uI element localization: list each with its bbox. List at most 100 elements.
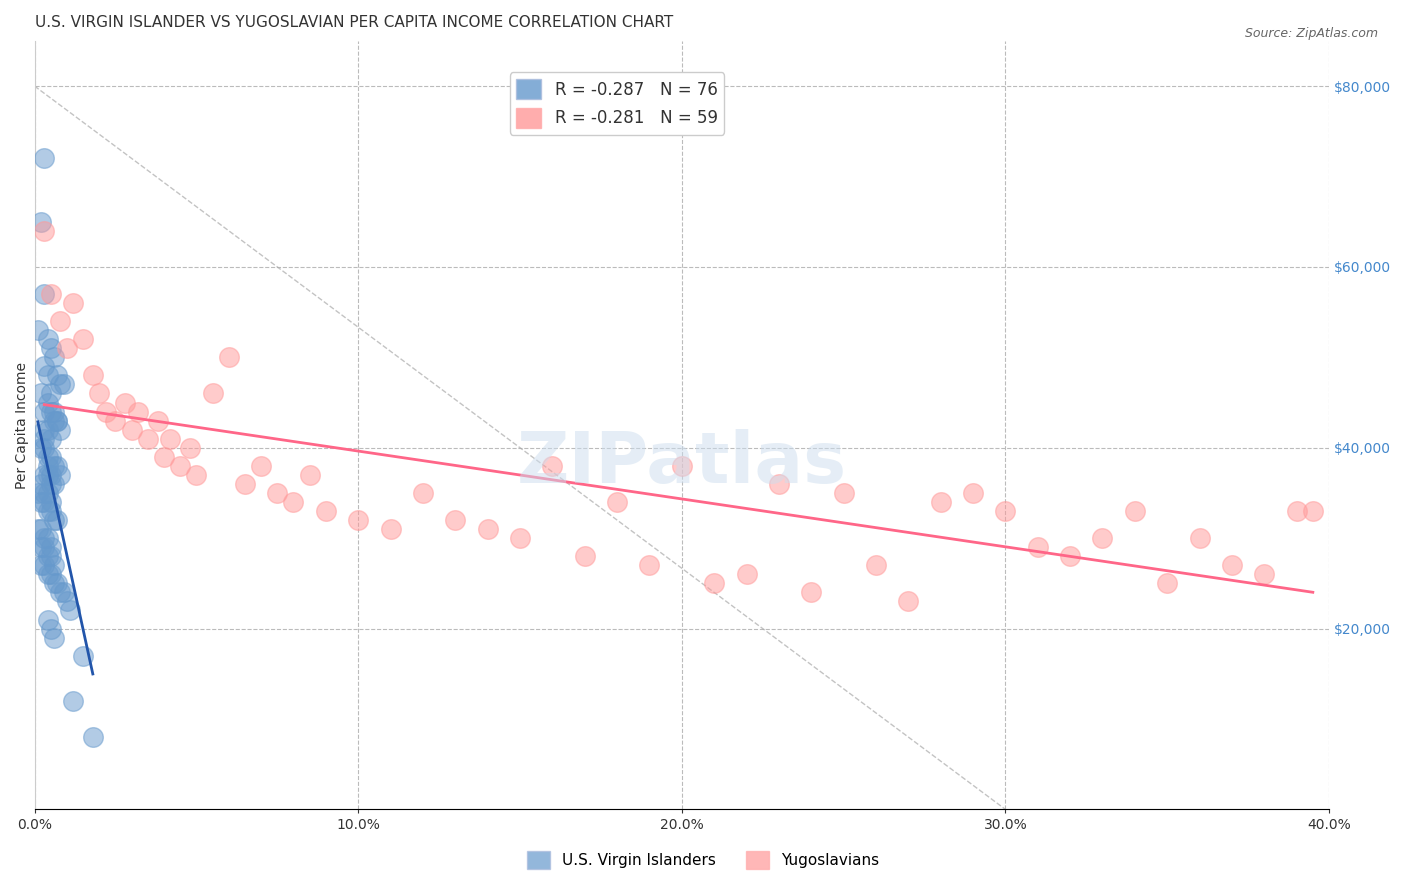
Point bbox=[42, 558, 65, 573]
Point bbox=[477, 522, 499, 536]
Point bbox=[27, 486, 49, 500]
Point bbox=[62, 694, 84, 708]
Y-axis label: Per Capita Income: Per Capita Income bbox=[15, 361, 30, 489]
Point bbox=[46, 458, 69, 473]
Point bbox=[49, 423, 72, 437]
Point bbox=[30, 495, 52, 509]
Point bbox=[27, 323, 49, 337]
Point bbox=[1188, 531, 1211, 545]
Point bbox=[49, 314, 72, 328]
Point bbox=[136, 432, 159, 446]
Point bbox=[39, 386, 62, 401]
Point bbox=[37, 567, 59, 582]
Point bbox=[703, 576, 725, 591]
Point bbox=[39, 622, 62, 636]
Point bbox=[37, 450, 59, 464]
Point bbox=[104, 414, 127, 428]
Point bbox=[52, 377, 75, 392]
Point bbox=[32, 540, 55, 554]
Point bbox=[56, 341, 79, 355]
Point bbox=[49, 467, 72, 482]
Point bbox=[266, 486, 288, 500]
Point bbox=[32, 531, 55, 545]
Point bbox=[37, 395, 59, 409]
Point bbox=[37, 332, 59, 346]
Point bbox=[832, 486, 855, 500]
Point bbox=[37, 458, 59, 473]
Point bbox=[32, 152, 55, 166]
Point bbox=[52, 585, 75, 599]
Point bbox=[37, 549, 59, 564]
Point bbox=[42, 458, 65, 473]
Point bbox=[315, 504, 337, 518]
Point bbox=[897, 594, 920, 608]
Point bbox=[30, 215, 52, 229]
Point bbox=[39, 341, 62, 355]
Point bbox=[298, 467, 321, 482]
Point bbox=[72, 332, 94, 346]
Point bbox=[39, 476, 62, 491]
Point bbox=[1059, 549, 1081, 564]
Point bbox=[32, 467, 55, 482]
Text: ZIPatlas: ZIPatlas bbox=[517, 429, 846, 498]
Point bbox=[46, 513, 69, 527]
Point bbox=[1302, 504, 1324, 518]
Point bbox=[994, 504, 1017, 518]
Point bbox=[37, 368, 59, 383]
Point bbox=[42, 631, 65, 645]
Point bbox=[929, 495, 952, 509]
Point bbox=[153, 450, 176, 464]
Point bbox=[233, 476, 256, 491]
Point bbox=[37, 613, 59, 627]
Point bbox=[39, 404, 62, 418]
Point bbox=[671, 458, 693, 473]
Point bbox=[347, 513, 370, 527]
Point bbox=[39, 467, 62, 482]
Point bbox=[962, 486, 984, 500]
Point bbox=[39, 287, 62, 301]
Point bbox=[39, 504, 62, 518]
Point bbox=[46, 414, 69, 428]
Point bbox=[283, 495, 305, 509]
Point bbox=[82, 368, 104, 383]
Point bbox=[30, 441, 52, 455]
Point bbox=[127, 404, 149, 418]
Point bbox=[380, 522, 402, 536]
Text: U.S. VIRGIN ISLANDER VS YUGOSLAVIAN PER CAPITA INCOME CORRELATION CHART: U.S. VIRGIN ISLANDER VS YUGOSLAVIAN PER … bbox=[35, 15, 673, 30]
Point bbox=[32, 441, 55, 455]
Point bbox=[49, 377, 72, 392]
Text: Source: ZipAtlas.com: Source: ZipAtlas.com bbox=[1244, 27, 1378, 40]
Point bbox=[32, 558, 55, 573]
Point bbox=[169, 458, 191, 473]
Point bbox=[32, 359, 55, 374]
Point bbox=[1220, 558, 1243, 573]
Point bbox=[32, 423, 55, 437]
Point bbox=[735, 567, 758, 582]
Point bbox=[56, 594, 79, 608]
Point bbox=[30, 522, 52, 536]
Point bbox=[32, 287, 55, 301]
Point bbox=[59, 603, 82, 617]
Point bbox=[509, 531, 531, 545]
Point bbox=[32, 432, 55, 446]
Point bbox=[46, 414, 69, 428]
Point bbox=[37, 504, 59, 518]
Point bbox=[30, 386, 52, 401]
Point bbox=[39, 549, 62, 564]
Legend: U.S. Virgin Islanders, Yugoslavians: U.S. Virgin Islanders, Yugoslavians bbox=[520, 845, 886, 875]
Point bbox=[42, 351, 65, 365]
Point bbox=[1285, 504, 1308, 518]
Point bbox=[37, 531, 59, 545]
Point bbox=[1156, 576, 1178, 591]
Point bbox=[1026, 540, 1049, 554]
Point bbox=[186, 467, 208, 482]
Point bbox=[1091, 531, 1114, 545]
Point bbox=[39, 432, 62, 446]
Point bbox=[42, 404, 65, 418]
Point bbox=[30, 558, 52, 573]
Point bbox=[114, 395, 136, 409]
Point bbox=[42, 476, 65, 491]
Point bbox=[42, 576, 65, 591]
Point bbox=[201, 386, 224, 401]
Point bbox=[46, 368, 69, 383]
